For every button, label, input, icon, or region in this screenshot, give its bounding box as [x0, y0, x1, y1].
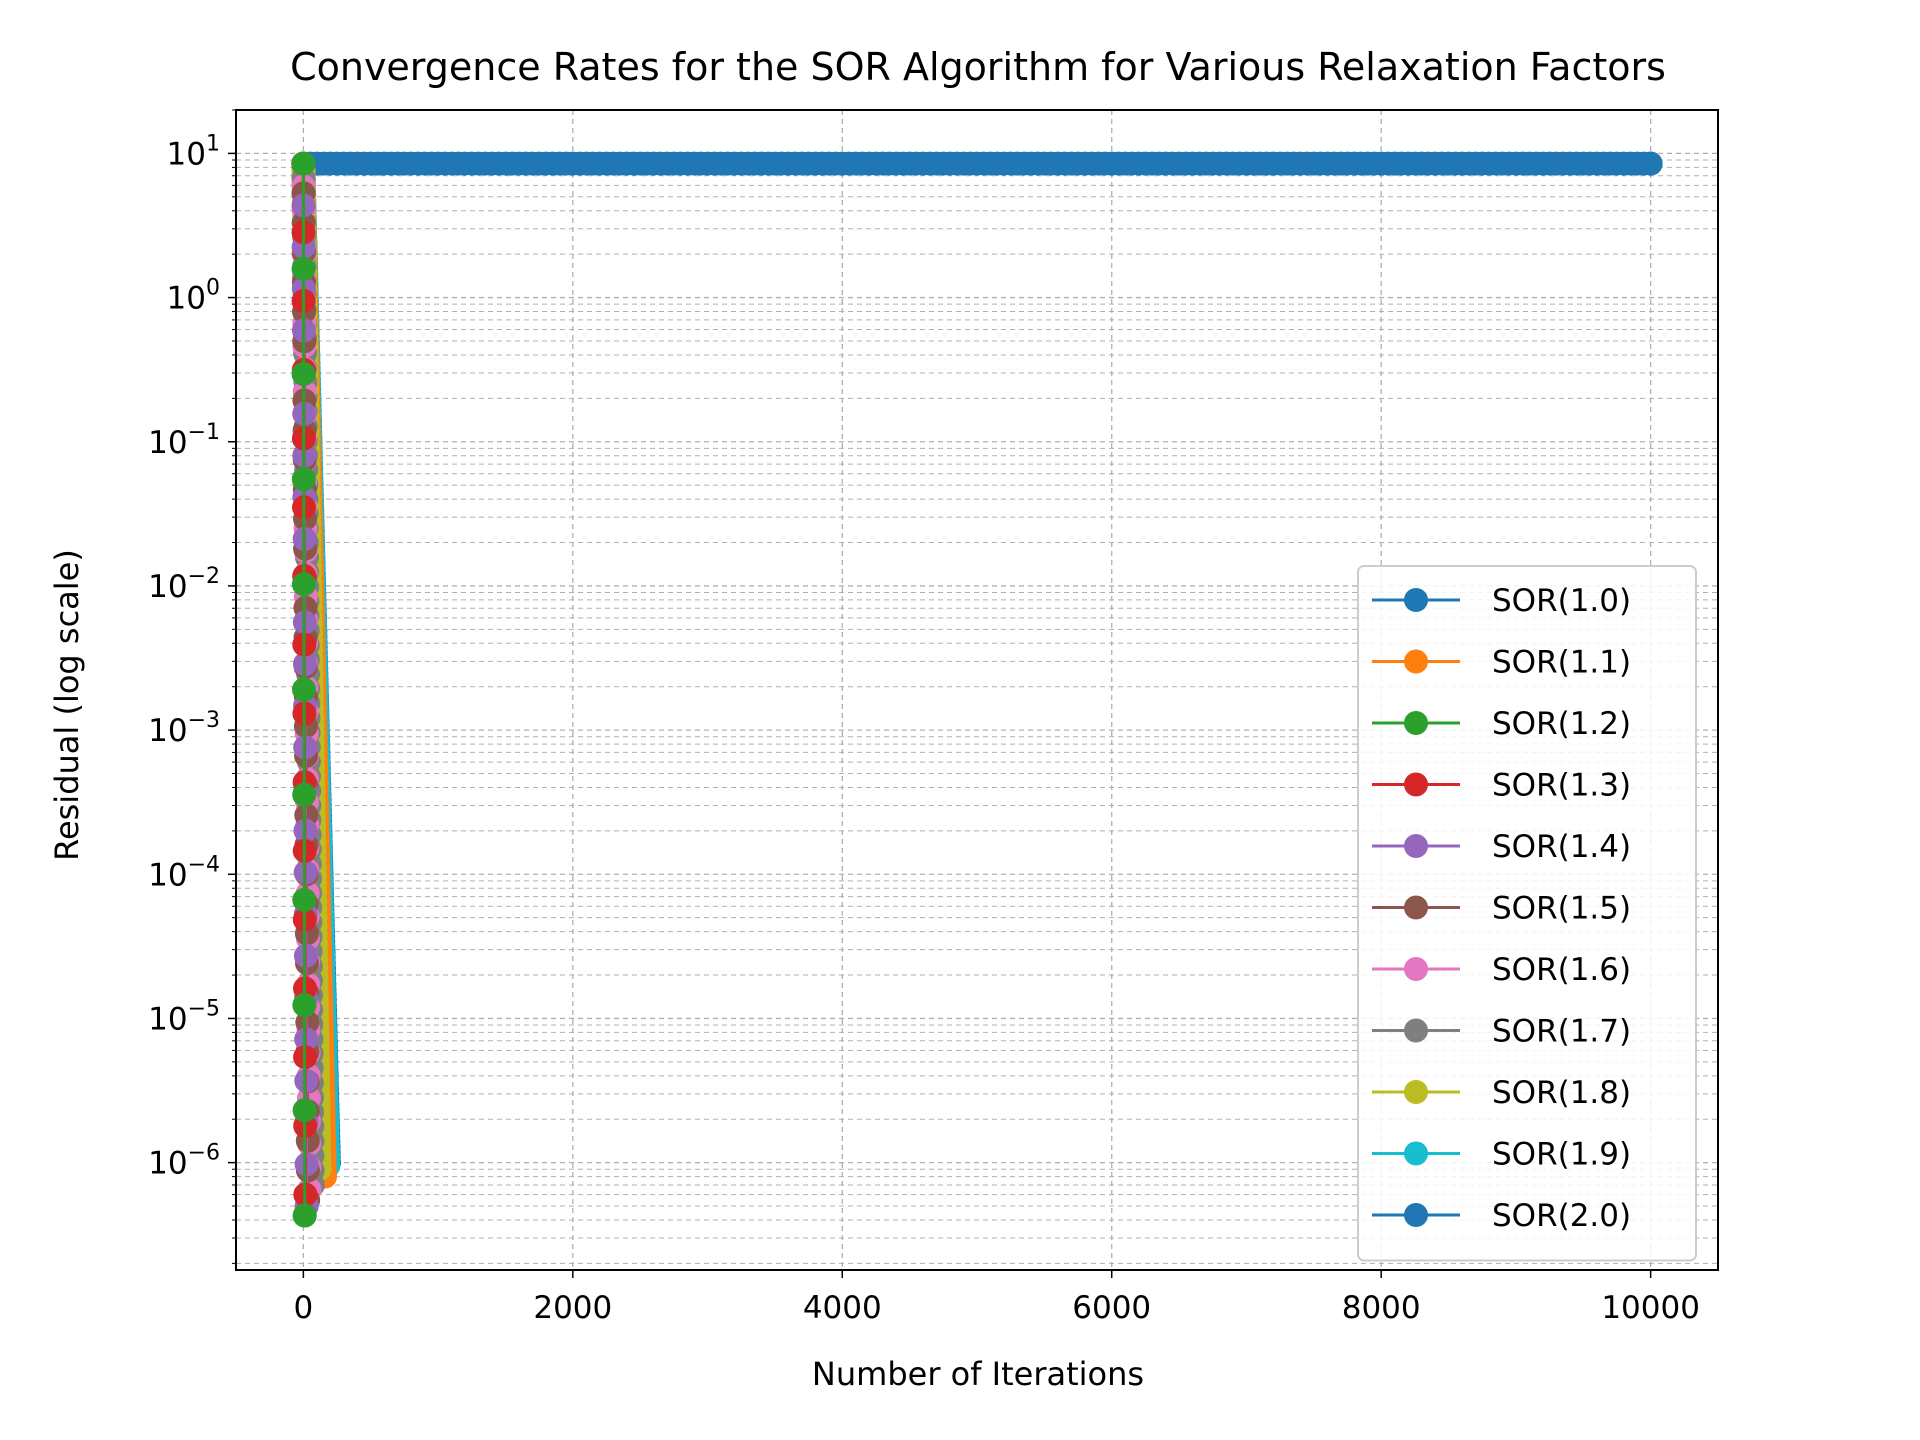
series-point [291, 572, 316, 597]
series-point [292, 887, 317, 912]
series-point [291, 362, 316, 386]
series-point [1638, 151, 1663, 176]
legend-marker [1404, 649, 1428, 674]
y-tick-exponent: −2 [188, 564, 220, 589]
legend-marker [1404, 834, 1428, 858]
legend-item: SOR(1.4) [1372, 829, 1631, 865]
y-tick-exponent: −4 [188, 852, 220, 877]
legend-marker [1404, 711, 1428, 735]
chart-title: Convergence Rates for the SOR Algorithm … [290, 45, 1666, 89]
legend-label: SOR(2.0) [1492, 1198, 1631, 1234]
legend-item: SOR(1.6) [1372, 952, 1631, 988]
legend: SOR(1.0) SOR(1.1) SOR(1.2) SOR(1.3) SOR(1.4)… [1357, 565, 1697, 1262]
legend-marker [1404, 588, 1428, 612]
y-tick-label: 10−1 [148, 420, 220, 461]
legend-item: SOR(1.3) [1372, 768, 1631, 804]
y-tick-exponent: −5 [188, 996, 220, 1021]
legend-item: SOR(1.0) [1372, 583, 1631, 619]
legend-item: SOR(1.9) [1372, 1137, 1631, 1173]
legend-label: SOR(1.0) [1492, 583, 1631, 619]
series-layer [291, 151, 1663, 1228]
y-tick-label: 10−4 [148, 852, 220, 893]
y-tick-label: 10−5 [148, 996, 220, 1037]
legend-label: SOR(1.5) [1492, 891, 1631, 927]
x-tick-label: 6000 [1072, 1290, 1151, 1326]
legend-marker [1404, 1018, 1428, 1043]
legend-item: SOR(2.0) [1372, 1198, 1631, 1234]
legend-marker [1404, 1141, 1428, 1166]
y-tick-exponent: −3 [188, 708, 220, 733]
x-tick-label: 0 [293, 1290, 313, 1326]
axis-ticks: 0 2000 4000 6000 8000 1000010−610−510−410−310… [148, 109, 1700, 1326]
x-tick-label: 10000 [1601, 1290, 1700, 1326]
legend-item: SOR(1.1) [1372, 645, 1631, 681]
series-point [291, 151, 316, 176]
y-tick-exponent: −1 [188, 420, 220, 445]
y-tick-label: 10−6 [148, 1141, 220, 1182]
series-point [292, 1203, 317, 1228]
y-tick-exponent: −6 [188, 1141, 220, 1166]
legend-item: SOR(1.5) [1372, 891, 1631, 927]
legend-label: SOR(1.1) [1492, 645, 1631, 681]
series-point [291, 256, 316, 281]
legend-marker [1404, 1080, 1428, 1104]
series-sor1-2 [291, 151, 317, 1228]
legend-label: SOR(1.6) [1492, 952, 1631, 988]
y-tick-label: 10−2 [148, 564, 220, 605]
plot-frame [235, 109, 1719, 1271]
y-tick-label: 101 [167, 131, 220, 172]
y-tick-label: 100 [167, 276, 220, 317]
legend-label: SOR(1.2) [1492, 706, 1631, 742]
legend-box [1357, 565, 1697, 1262]
y-tick-label: 10−3 [148, 708, 220, 749]
legend-label: SOR(1.9) [1492, 1137, 1631, 1173]
legend-label: SOR(1.4) [1492, 829, 1631, 865]
series-point [292, 993, 317, 1018]
legend-marker [1404, 1203, 1428, 1227]
legend-label: SOR(1.7) [1492, 1014, 1631, 1050]
y-tick-exponent: 0 [206, 276, 220, 301]
legend-item: SOR(1.7) [1372, 1014, 1631, 1050]
legend-item: SOR(1.8) [1372, 1075, 1631, 1111]
legend-marker [1404, 957, 1428, 981]
y-axis-label: Residual (log scale) [48, 549, 86, 861]
series-sor2-0 [291, 151, 1663, 176]
x-tick-label: 2000 [533, 1290, 612, 1326]
series-point [292, 677, 316, 702]
x-tick-label: 8000 [1342, 1290, 1421, 1326]
legend-label: SOR(1.8) [1492, 1075, 1631, 1111]
x-axis-label: Number of Iterations [812, 1355, 1144, 1393]
series-point [291, 467, 316, 492]
y-tick-exponent: 1 [206, 131, 220, 156]
legend-marker [1404, 895, 1428, 920]
series-point [292, 1098, 317, 1123]
legend-label: SOR(1.3) [1492, 768, 1631, 804]
x-tick-label: 4000 [803, 1290, 882, 1326]
legend-marker [1404, 772, 1428, 797]
legend-item: SOR(1.2) [1372, 706, 1631, 742]
series-point [292, 782, 317, 807]
